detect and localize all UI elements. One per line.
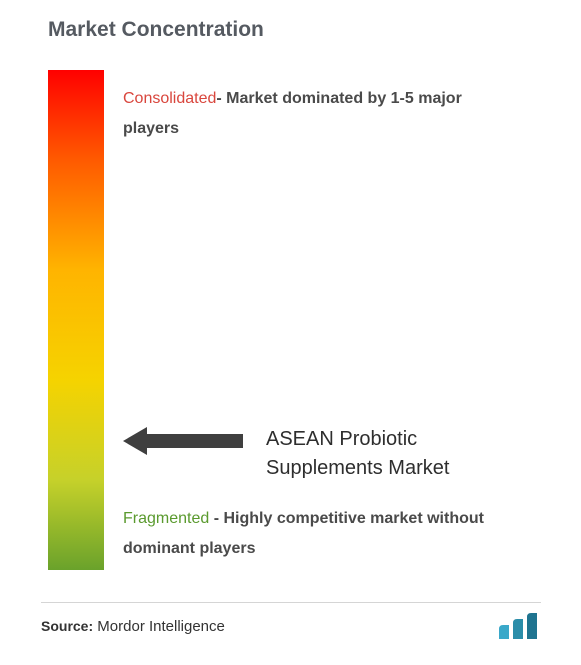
left-arrow-icon [123,427,243,455]
consolidated-keyword: Consolidated [123,90,216,107]
concentration-gradient-bar [48,70,104,570]
consolidated-annotation: Consolidated- Market dominated by 1-5 ma… [123,84,513,145]
indicator-arrow [123,427,243,460]
fragmented-keyword: Fragmented [123,510,209,527]
market-name-label: ASEAN Probiotic Supplements Market [266,425,526,483]
footer: Source: Mordor Intelligence [41,602,541,639]
chart-title: Market Concentration [48,18,533,42]
source-line: Source: Mordor Intelligence [41,618,225,635]
brand-logo-icon [497,613,541,639]
source-value: Mordor Intelligence [97,618,225,635]
source-label: Source: [41,618,93,634]
fragmented-annotation: Fragmented - Highly competitive market w… [123,504,533,565]
chart-body: Consolidated- Market dominated by 1-5 ma… [48,70,533,570]
